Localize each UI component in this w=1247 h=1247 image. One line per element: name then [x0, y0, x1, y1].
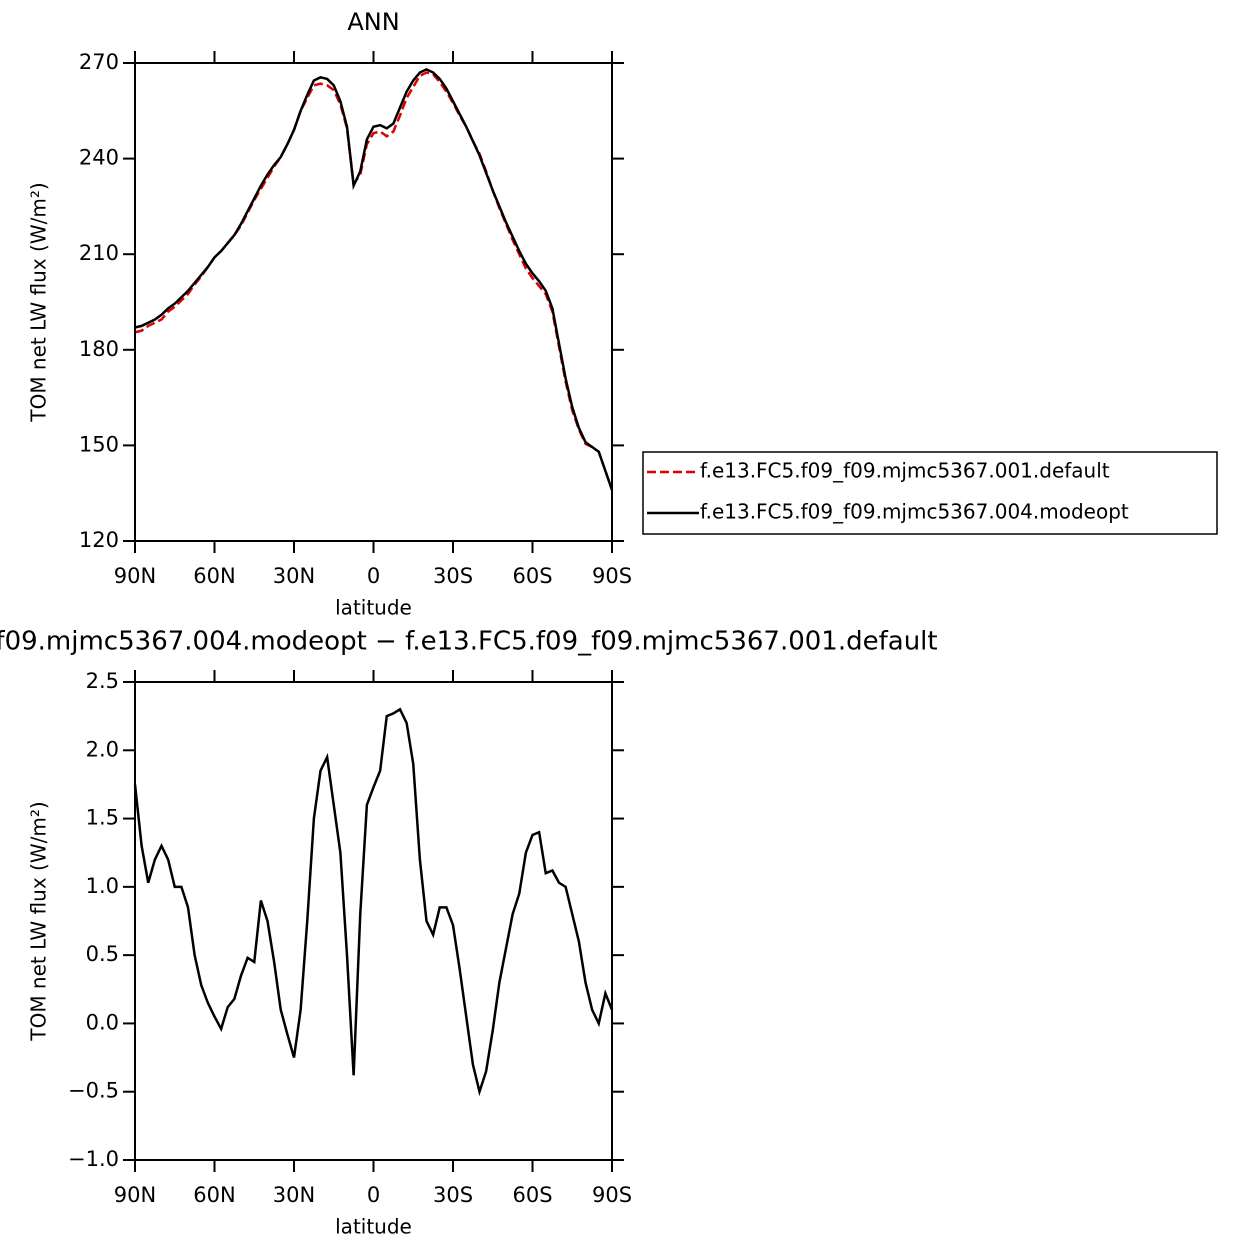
y-tick-label: 270: [79, 50, 119, 74]
x-tick-label: 30N: [273, 1183, 315, 1207]
y-tick-label: 1.5: [86, 806, 119, 830]
data-line: [134, 67, 614, 491]
x-tick-label: 30N: [273, 564, 315, 588]
y-tick-label: 150: [79, 432, 119, 456]
legend-label: f.e13.FC5.f09_f09.mjmc5367.001.default: [700, 459, 1110, 483]
y-tick-label: 0.5: [86, 942, 119, 966]
chart-title: ANN: [347, 8, 399, 36]
chart-title: f.e13.FC5.f09_f09.mjmc5367.004.modeopt −…: [0, 627, 938, 657]
x-tick-label: 60N: [193, 1183, 235, 1207]
x-tick-label: 90S: [592, 1183, 632, 1207]
x-tick-label: 90N: [114, 564, 156, 588]
y-tick-label: 2.5: [86, 669, 119, 693]
x-tick-label: 90N: [114, 1183, 156, 1207]
y-tick-label: 120: [79, 528, 119, 552]
data-line: [133, 707, 614, 1097]
y-tick-label: 210: [79, 241, 119, 265]
x-tick-label: 30S: [433, 1183, 473, 1207]
x-tick-label: 60N: [193, 564, 235, 588]
y-axis-label: TOM net LW flux (W/m²): [27, 182, 51, 422]
x-tick-label: 60S: [512, 1183, 552, 1207]
y-axis-label: TOM net LW flux (W/m²): [27, 801, 51, 1041]
y-tick-label: 0.0: [86, 1010, 119, 1034]
legend-box: [642, 451, 1218, 535]
x-tick-label: 60S: [512, 564, 552, 588]
x-axis-label: latitude: [335, 1215, 412, 1239]
x-tick-label: 0: [367, 564, 380, 588]
x-axis-label: latitude: [335, 596, 412, 620]
legend-label: f.e13.FC5.f09_f09.mjmc5367.004.modeopt: [700, 500, 1129, 524]
y-tick-label: −0.5: [68, 1079, 119, 1103]
y-tick-label: 1.0: [86, 874, 119, 898]
y-tick-label: −1.0: [68, 1147, 119, 1171]
x-tick-label: 90S: [592, 564, 632, 588]
plot-frame: [134, 681, 613, 1161]
plot-frame: [134, 62, 613, 542]
y-tick-label: 240: [79, 146, 119, 170]
x-tick-label: 30S: [433, 564, 473, 588]
x-tick-label: 0: [367, 1183, 380, 1207]
y-tick-label: 2.0: [86, 737, 119, 761]
y-tick-label: 180: [79, 337, 119, 361]
